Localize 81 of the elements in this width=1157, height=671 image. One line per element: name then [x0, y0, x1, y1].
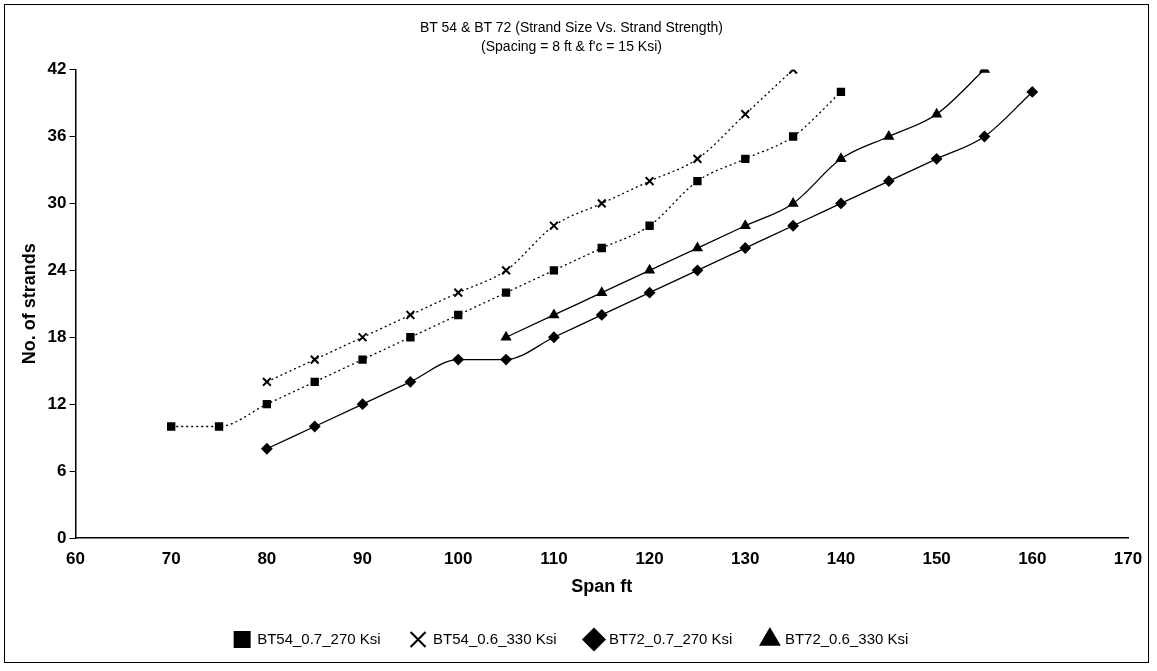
chart-subtitle: (Spacing = 8 ft & f'c = 15 Ksi) [481, 38, 662, 55]
point [644, 264, 655, 274]
point [693, 176, 702, 186]
point [310, 377, 319, 387]
point [931, 153, 943, 165]
point [692, 153, 703, 164]
point [645, 221, 654, 230]
point [788, 197, 799, 207]
x-tick-label: 100 [444, 548, 473, 568]
y-axis-title: No. of strands [18, 243, 39, 365]
chart-title: BT 54 & BT 72 (Strand Size Vs. Strand Strength) [420, 19, 723, 36]
x-tick-label: 90 [353, 548, 373, 568]
point [261, 443, 273, 455]
point [405, 310, 416, 320]
point [406, 333, 415, 342]
point [836, 87, 846, 97]
point [740, 109, 751, 120]
x-tick-label: 70 [161, 548, 181, 568]
point [548, 331, 560, 343]
y-tick-label: 0 [57, 527, 67, 547]
point [596, 309, 608, 321]
point [741, 154, 750, 163]
point [262, 399, 272, 409]
point [931, 108, 942, 118]
legend-label: BT54_0.6_330 Ksi [433, 629, 557, 647]
point [883, 175, 895, 187]
x-tick-label: 160 [1018, 548, 1047, 568]
x-tick-label: 150 [922, 548, 951, 568]
y-tick-label: 12 [47, 393, 67, 413]
y-tick-label: 30 [47, 193, 67, 213]
x-tick-label: 130 [731, 548, 760, 568]
point [501, 331, 511, 341]
y-tick-label: 18 [47, 326, 67, 346]
point [836, 153, 846, 163]
point [597, 243, 606, 253]
y-tick-label: 6 [57, 460, 67, 480]
point [978, 131, 990, 143]
y-tick-label: 42 [47, 59, 67, 79]
point [788, 132, 798, 141]
x-tick-label: 170 [1113, 548, 1143, 568]
point [644, 176, 655, 187]
point [596, 198, 607, 209]
point [167, 422, 176, 431]
point [309, 354, 320, 365]
x-axis-title: Span ft [571, 576, 633, 597]
legend-label: BT54_0.7_270 Ksi [257, 629, 381, 647]
point [404, 376, 416, 388]
y-tick-label: 36 [47, 126, 67, 146]
point [549, 220, 559, 231]
x-tick-label: 140 [826, 548, 856, 568]
point [309, 420, 321, 432]
x-tick-label: 80 [257, 548, 277, 568]
point [501, 288, 511, 297]
point [501, 265, 511, 276]
point [261, 376, 272, 387]
point [549, 266, 559, 275]
point [357, 332, 368, 343]
point [787, 220, 799, 232]
point [452, 354, 464, 366]
legend-label: BT72_0.7_270 Ksi [609, 629, 733, 647]
point [740, 220, 751, 229]
x-tick-label: 120 [635, 548, 664, 568]
point [691, 264, 703, 276]
point [692, 242, 703, 252]
point [596, 287, 607, 296]
point [883, 131, 894, 140]
point [214, 422, 224, 431]
x-tick-label: 110 [540, 548, 568, 568]
point [358, 355, 367, 364]
point [454, 310, 463, 320]
point [1026, 86, 1038, 98]
point [453, 287, 464, 298]
y-tick-label: 24 [47, 260, 68, 280]
point [644, 287, 656, 299]
point [835, 197, 847, 209]
x-tick-label: 60 [66, 548, 85, 568]
point [357, 398, 369, 410]
legend-label: BT72_0.6_330 Ksi [784, 629, 909, 647]
point [549, 309, 559, 319]
point [500, 354, 512, 366]
point [739, 242, 751, 254]
